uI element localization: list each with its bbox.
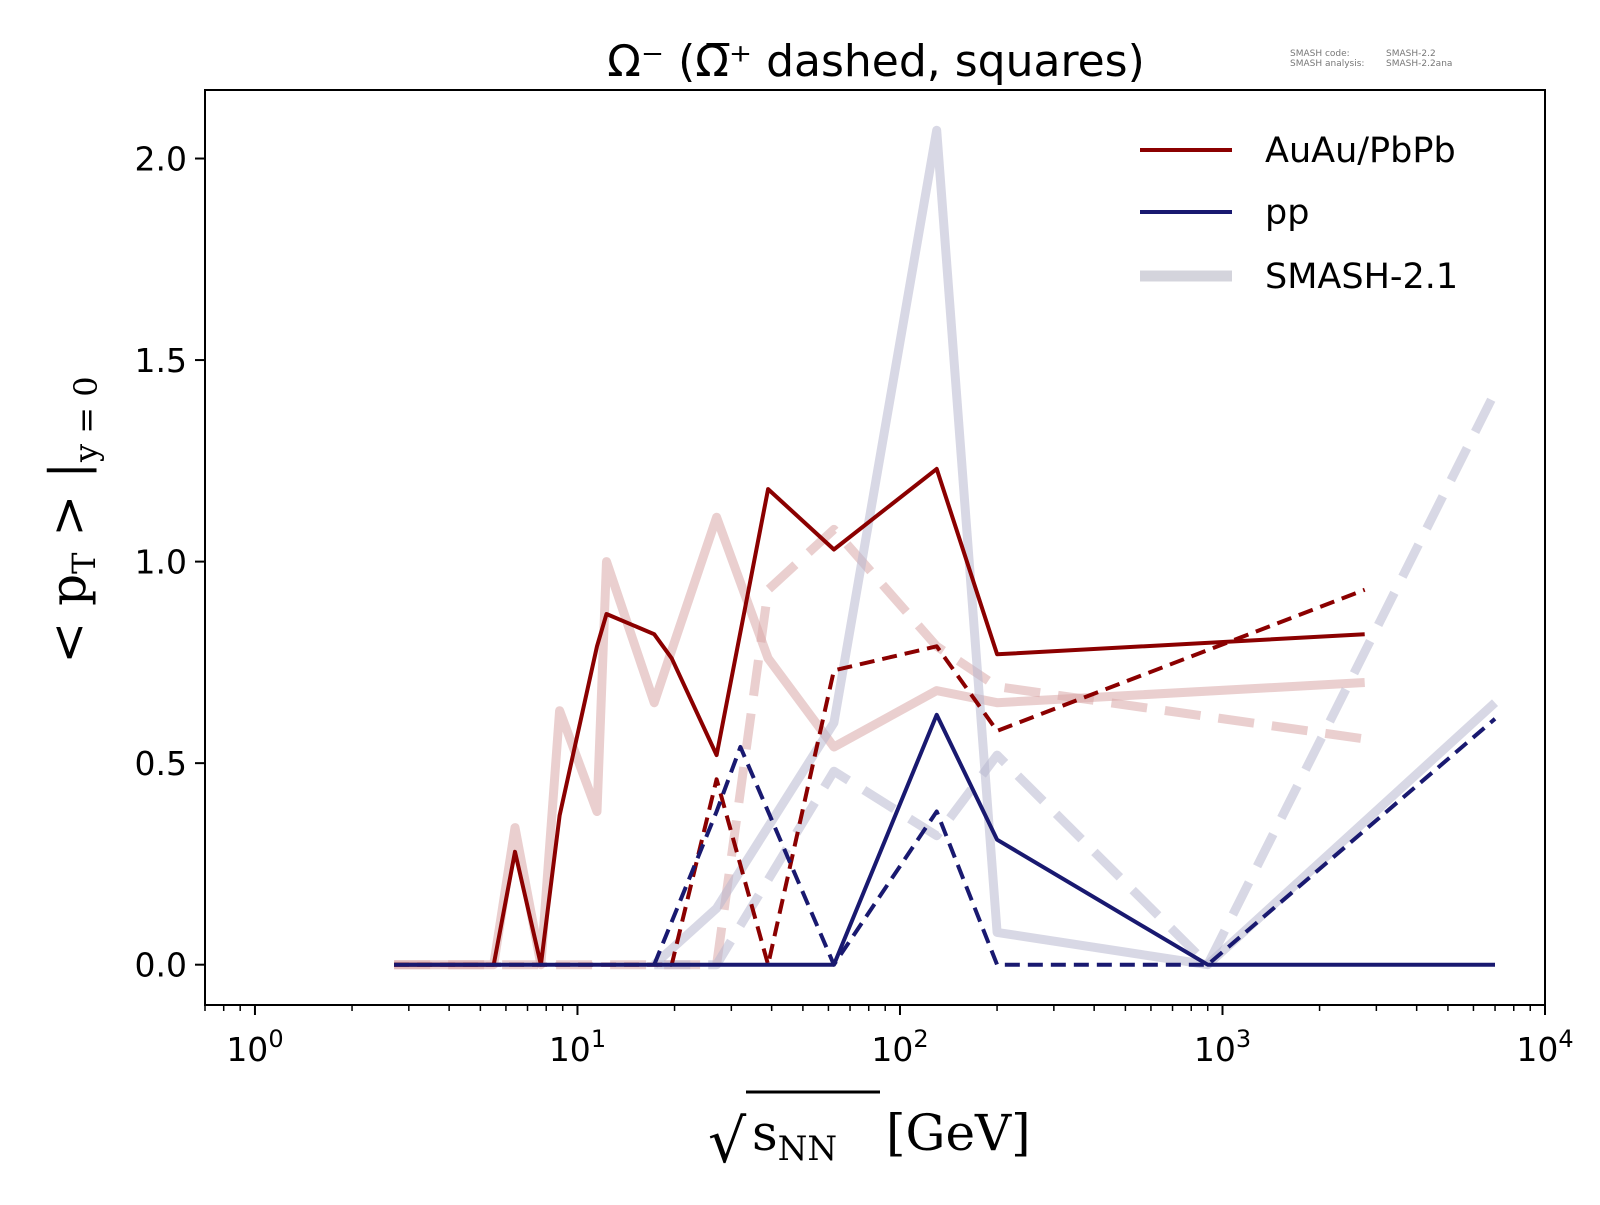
y-tick-label-3: 1.5 bbox=[135, 341, 187, 380]
y-tick-label-4: 2.0 bbox=[135, 140, 187, 179]
x-tick-label-0: 100 bbox=[226, 1025, 283, 1069]
legend-label-2: SMASH-2.1 bbox=[1265, 257, 1458, 297]
y-tick-label-1: 0.5 bbox=[135, 744, 187, 783]
series-line-6 bbox=[394, 712, 1495, 967]
y-label-subscript: T bbox=[65, 552, 103, 574]
x-tick-label-4: 104 bbox=[1516, 1025, 1573, 1069]
x-label-subscript: NN bbox=[778, 1129, 838, 1169]
x-tick-label-2: 102 bbox=[871, 1025, 928, 1069]
series-line-1 bbox=[394, 524, 1366, 970]
meta-code-value: SMASH-2.2 bbox=[1386, 49, 1436, 59]
meta-analysis-label: SMASH analysis: bbox=[1290, 59, 1364, 69]
x-axis-label: √ sNN [GeV] bbox=[708, 1090, 1031, 1177]
y-label-cond-subscript: y = 0 bbox=[67, 376, 105, 463]
meta-analysis-value: SMASH-2.2ana bbox=[1386, 59, 1452, 69]
meta-code-label: SMASH code: bbox=[1290, 49, 1350, 59]
legend-label-1: pp bbox=[1265, 193, 1309, 233]
y-tick-label-0: 0.0 bbox=[135, 946, 187, 985]
series-line-7 bbox=[652, 717, 1497, 967]
x-label-sqrt-symbol: √ bbox=[708, 1107, 747, 1177]
y-axis-label: < pT > |y = 0 bbox=[39, 376, 105, 663]
y-label-right: > | bbox=[39, 462, 97, 553]
svg-text:< pT > |y = 0: < pT > |y = 0 bbox=[39, 376, 105, 663]
x-tick-label-1: 101 bbox=[549, 1025, 606, 1069]
series-line-5 bbox=[394, 587, 1366, 967]
series-line-0 bbox=[394, 512, 1365, 970]
x-label-text: sNN bbox=[752, 1104, 837, 1169]
plot-frame bbox=[204, 89, 1546, 1006]
y-tick-label-2: 1.0 bbox=[135, 543, 187, 582]
legend: AuAu/PbPb pp SMASH-2.1 bbox=[1140, 131, 1458, 297]
chart-title: Ω⁻ (Ω̅⁺ dashed, squares) bbox=[607, 36, 1145, 87]
series-layer bbox=[394, 125, 1500, 970]
x-label-base: s bbox=[752, 1104, 778, 1162]
x-tick-label-3: 103 bbox=[1194, 1025, 1251, 1069]
axes-layer: 0.0 0.5 1.0 1.5 2.0 100 101 102 103 104 bbox=[135, 89, 1574, 1069]
legend-label-0: AuAu/PbPb bbox=[1265, 131, 1456, 171]
x-label-unit: [GeV] bbox=[886, 1104, 1031, 1162]
y-label-left: < p bbox=[39, 574, 97, 664]
series-line-4 bbox=[394, 466, 1365, 967]
